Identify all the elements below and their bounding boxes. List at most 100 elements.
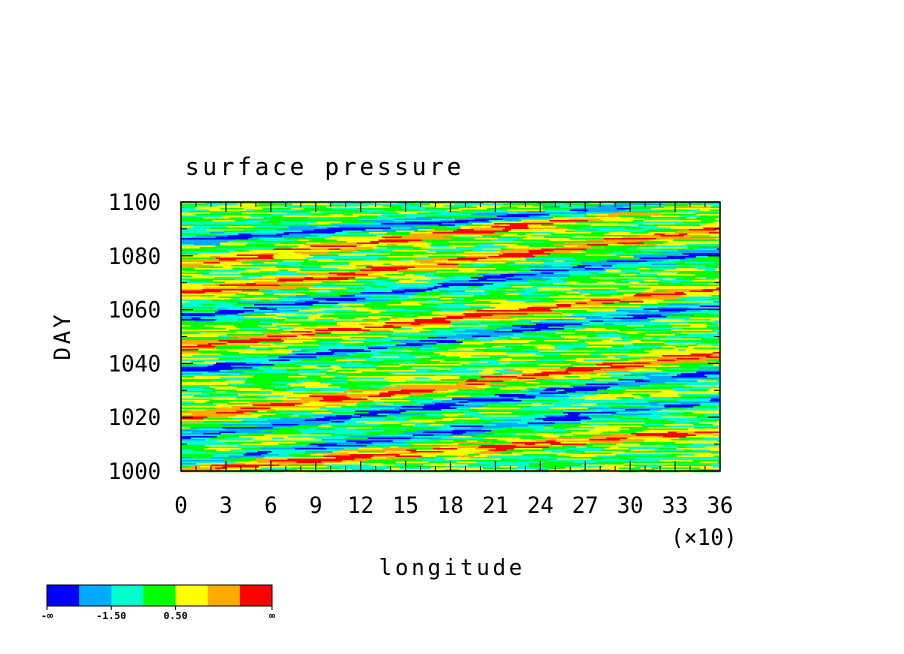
- heatmap-cell: [436, 455, 459, 458]
- heatmap-cell: [607, 313, 645, 315]
- heatmap-cell: [258, 391, 272, 393]
- heatmap-cell: [554, 394, 582, 396]
- heatmap-cell: [208, 242, 221, 245]
- heatmap-cell: [263, 370, 287, 372]
- heatmap-cell: [535, 443, 551, 446]
- heatmap-cell: [652, 202, 664, 204]
- heatmap-cell: [339, 295, 356, 297]
- heatmap-cell: [455, 463, 481, 465]
- heatmap-cell: [204, 325, 235, 327]
- heatmap-cell: [629, 226, 658, 228]
- heatmap-cell: [690, 389, 709, 392]
- heatmap-cell: [659, 338, 669, 341]
- heatmap-cell: [456, 347, 487, 350]
- heatmap-cell: [522, 331, 537, 333]
- heatmap-cell: [415, 260, 435, 263]
- heatmap-cell: [638, 262, 677, 264]
- heatmap-cell: [404, 445, 427, 447]
- heatmap-cell: [604, 238, 643, 240]
- heatmap-cell: [320, 242, 358, 245]
- heatmap-cell: [303, 280, 328, 282]
- heatmap-cell: [508, 392, 541, 395]
- heatmap-cell: [310, 295, 341, 297]
- heatmap-cell: [514, 262, 544, 264]
- heatmap-cell: [200, 317, 218, 320]
- heatmap-cell: [253, 373, 267, 375]
- heatmap-cell: [373, 400, 384, 402]
- heatmap-cell: [395, 436, 416, 438]
- heatmap-cell: [236, 227, 253, 230]
- heatmap-cell: [300, 209, 322, 212]
- heatmap-cell: [691, 398, 712, 401]
- heatmap-cell: [333, 316, 350, 318]
- heatmap-cell: [346, 241, 371, 243]
- heatmap-cell: [482, 458, 502, 461]
- heatmap-cell: [596, 274, 621, 276]
- heatmap-cell: [261, 326, 282, 329]
- heatmap-cell: [590, 293, 624, 296]
- heatmap-cell: [717, 391, 721, 393]
- heatmap-cell: [570, 440, 606, 443]
- heatmap-cell: [216, 452, 247, 455]
- heatmap-cell: [376, 235, 393, 237]
- heatmap-cell: [539, 422, 556, 425]
- heatmap-cell: [429, 257, 458, 260]
- heatmap-cell: [630, 232, 649, 234]
- heatmap-cell: [205, 415, 237, 417]
- heatmap-cell: [181, 229, 207, 231]
- heatmap-cell: [668, 352, 684, 354]
- heatmap-cell: [181, 455, 212, 458]
- heatmap-cell: [637, 268, 650, 270]
- heatmap-cell: [265, 278, 280, 281]
- heatmap-cell: [527, 313, 563, 315]
- heatmap-cell: [310, 233, 325, 236]
- heatmap-cell: [521, 328, 536, 330]
- heatmap-cell: [529, 341, 554, 344]
- heatmap-cell: [342, 205, 370, 207]
- heatmap-cell: [520, 242, 534, 245]
- heatmap-cell: [384, 238, 401, 240]
- heatmap-cell: [205, 424, 222, 426]
- heatmap-cell: [699, 394, 721, 396]
- colorbar-label: ∞: [269, 611, 275, 622]
- heatmap-cell: [282, 400, 320, 402]
- heatmap-cell: [340, 217, 377, 219]
- heatmap-cell: [663, 430, 699, 432]
- heatmap-cell: [385, 322, 403, 324]
- heatmap-cell: [466, 308, 484, 311]
- heatmap-cell: [670, 281, 680, 284]
- heatmap-cell: [202, 263, 220, 266]
- heatmap-cell: [554, 464, 567, 467]
- heatmap-cell: [639, 257, 650, 260]
- heatmap-cell: [555, 314, 573, 317]
- heatmap-cell: [305, 419, 331, 422]
- heatmap-cell: [714, 262, 721, 264]
- heatmap-cell: [626, 422, 646, 425]
- heatmap-cell: [581, 422, 615, 425]
- heatmap-cell: [479, 253, 504, 255]
- heatmap-cell: [495, 451, 524, 453]
- heatmap-cell: [219, 214, 234, 216]
- heatmap-cell: [682, 283, 709, 285]
- heatmap-cell: [245, 446, 259, 449]
- heatmap-cell: [503, 416, 530, 419]
- heatmap-cell: [181, 467, 216, 470]
- heatmap-cell: [653, 335, 667, 338]
- heatmap-cell: [297, 370, 328, 372]
- heatmap-cell: [417, 410, 454, 413]
- heatmap-cell: [500, 452, 513, 455]
- heatmap-cell: [286, 212, 325, 215]
- heatmap-cell: [605, 344, 625, 347]
- heatmap-cell: [400, 341, 438, 344]
- heatmap-cell: [226, 343, 265, 345]
- heatmap-cell: [644, 350, 678, 353]
- heatmap-cell: [406, 343, 437, 345]
- heatmap-cell: [275, 365, 287, 368]
- heatmap-cell: [416, 452, 447, 455]
- heatmap-cell: [690, 290, 714, 293]
- heatmap-cell: [564, 325, 591, 327]
- heatmap-cell: [622, 338, 660, 341]
- heatmap-cell: [643, 223, 676, 225]
- heatmap-cell: [696, 242, 721, 245]
- heatmap-cell: [623, 293, 636, 296]
